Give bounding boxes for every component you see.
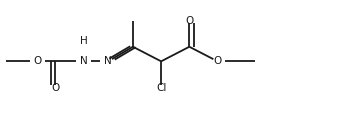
Text: Cl: Cl: [156, 83, 166, 93]
Text: O: O: [51, 83, 59, 93]
Text: O: O: [34, 56, 42, 66]
Text: N: N: [104, 56, 112, 66]
Text: O: O: [213, 56, 222, 66]
Text: H: H: [80, 36, 87, 46]
Text: N: N: [80, 56, 87, 66]
Text: O: O: [185, 16, 194, 25]
